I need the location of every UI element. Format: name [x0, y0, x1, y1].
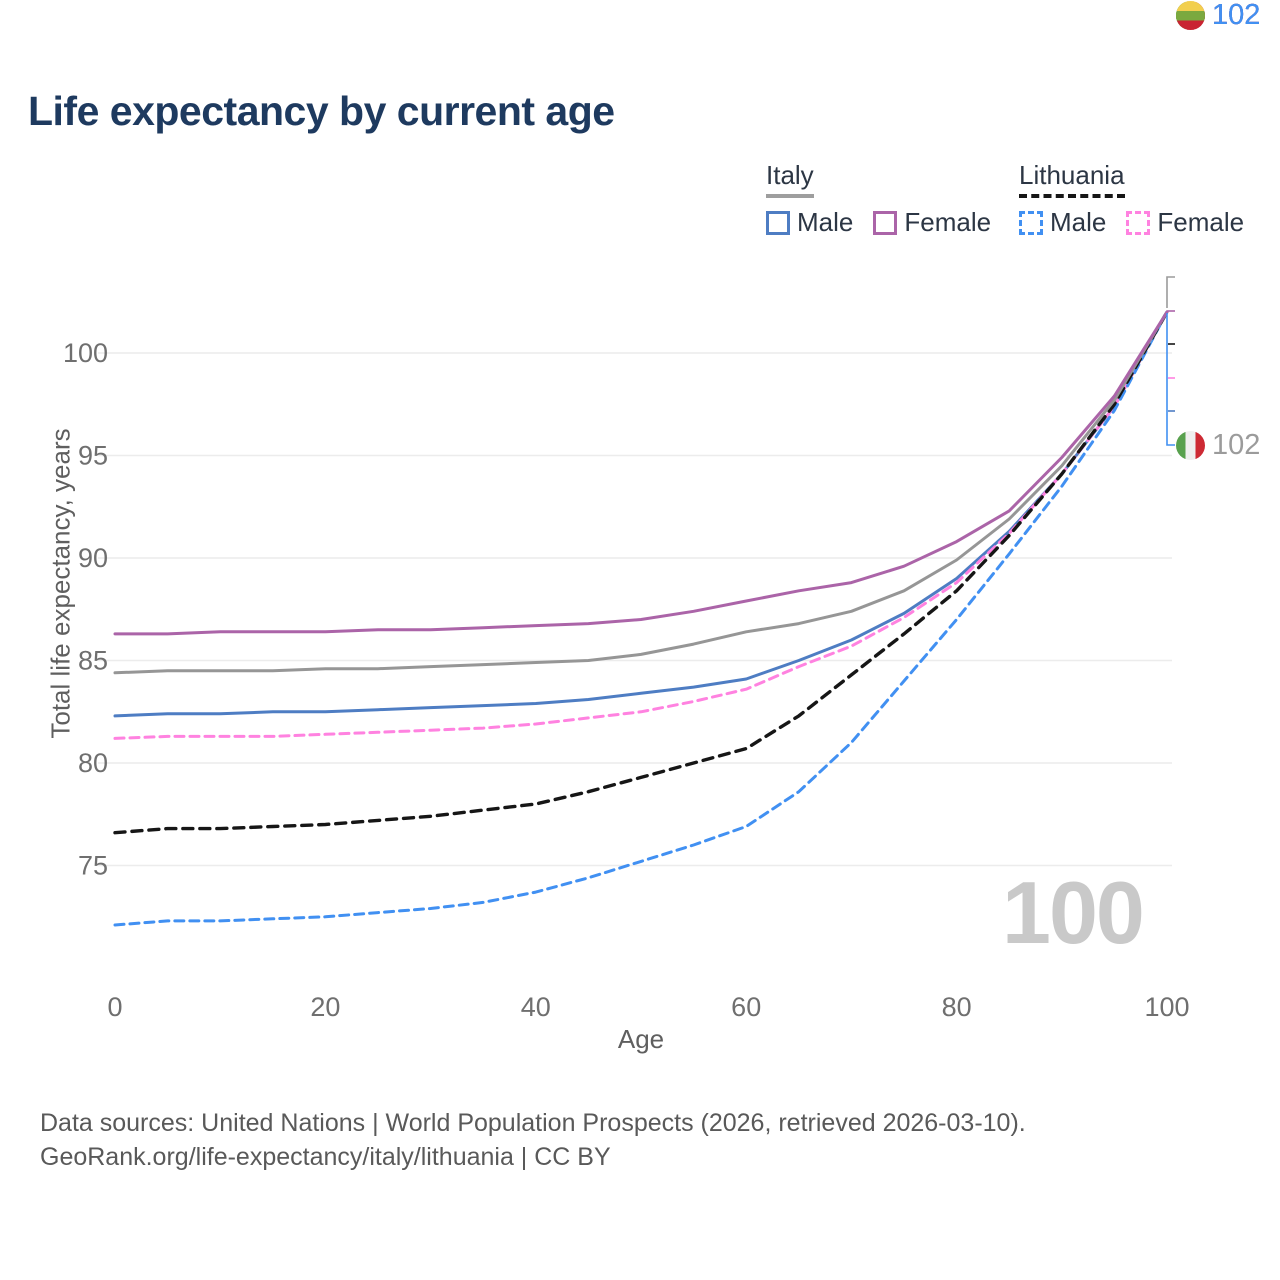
y-axis-label: Total life expectancy, years — [45, 428, 76, 739]
y-tick-85: 85 — [78, 646, 108, 676]
end-label-lithuania-male: 102 — [1176, 0, 1261, 31]
x-axis-label: Age — [617, 1024, 665, 1054]
legend-swatch-lithuania-male[interactable] — [1019, 210, 1043, 235]
italy-flag-icon — [1176, 430, 1205, 460]
legend-swatch-italy-female[interactable] — [873, 210, 898, 235]
end-value: 102 — [1212, 0, 1261, 31]
legend-label-lithuania-female[interactable]: Female — [1157, 207, 1245, 237]
hover-age-watermark: 100 — [1002, 863, 1145, 962]
legend-row-lithuania: Male Female — [1019, 207, 1264, 238]
legend-row-italy: Male Female — [766, 207, 1011, 238]
series-line-italy-male — [113, 310, 1169, 718]
x-tick-0: 0 — [107, 992, 122, 1022]
series-line-italy — [113, 310, 1169, 675]
end-label-connector — [1166, 313, 1175, 446]
y-tick-95: 95 — [78, 441, 108, 471]
legend-label-italy-male[interactable]: Male — [797, 207, 854, 237]
x-tick-60: 60 — [731, 992, 761, 1022]
end-label-italy: 102 — [1176, 428, 1261, 461]
end-label-connector — [1166, 276, 1175, 308]
y-tick-80: 80 — [78, 748, 108, 778]
series-line-lithuania — [113, 310, 1169, 835]
footer-attribution: Data sources: United Nations | World Pop… — [40, 1106, 1240, 1174]
legend-swatch-italy-male[interactable] — [766, 210, 790, 235]
legend-label-lithuania-male[interactable]: Male — [1050, 207, 1107, 237]
x-tick-100: 100 — [1144, 992, 1189, 1022]
y-tick-90: 90 — [78, 543, 108, 573]
series-line-italy-female — [113, 310, 1169, 636]
x-tick-80: 80 — [942, 992, 972, 1022]
end-value: 102 — [1212, 0, 1261, 31]
legend-label-italy-female[interactable]: Female — [904, 207, 992, 237]
end-value: 102 — [1212, 0, 1261, 31]
lithuania-flag-icon — [1176, 0, 1205, 30]
footer-sources-line: Data sources: United Nations | World Pop… — [40, 1109, 1026, 1137]
legend-group-italy: Italy Male Female — [766, 160, 1011, 238]
legend-title-italy[interactable]: Italy — [766, 160, 814, 198]
series-line-lithuania-male — [113, 310, 1169, 927]
legend-title-lithuania[interactable]: Lithuania — [1019, 160, 1125, 198]
legend-group-lithuania: Lithuania Male Female — [1019, 160, 1264, 238]
end-value: 102 — [1212, 0, 1261, 31]
y-tick-100: 100 — [63, 338, 108, 368]
chart-title: Life expectancy by current age — [28, 88, 615, 134]
footer-url-line: GeoRank.org/life-expectancy/italy/lithua… — [40, 1143, 611, 1171]
end-value: 102 — [1212, 0, 1261, 31]
x-tick-40: 40 — [521, 992, 551, 1022]
y-tick-75: 75 — [78, 851, 108, 881]
legend-swatch-lithuania-female[interactable] — [1126, 210, 1151, 235]
x-tick-20: 20 — [310, 992, 340, 1022]
end-value: 102 — [1212, 428, 1261, 461]
series-line-lithuania-female — [113, 310, 1169, 740]
